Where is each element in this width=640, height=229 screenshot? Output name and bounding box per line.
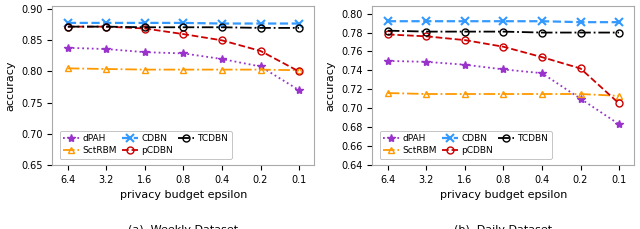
Legend: dPAH, SctRBM, CDBN, pCDBN, TCDBN: dPAH, SctRBM, CDBN, pCDBN, TCDBN [60,131,232,159]
Y-axis label: accuracy: accuracy [6,60,15,111]
Legend: dPAH, SctRBM, CDBN, pCDBN, TCDBN: dPAH, SctRBM, CDBN, pCDBN, TCDBN [380,131,552,159]
X-axis label: privacy budget epsilon: privacy budget epsilon [120,190,247,200]
Y-axis label: accuracy: accuracy [326,60,335,111]
Text: (b)  Daily Dataset: (b) Daily Dataset [454,225,552,229]
X-axis label: privacy budget epsilon: privacy budget epsilon [440,190,567,200]
Text: (a)  Weekly Dataset: (a) Weekly Dataset [129,225,239,229]
